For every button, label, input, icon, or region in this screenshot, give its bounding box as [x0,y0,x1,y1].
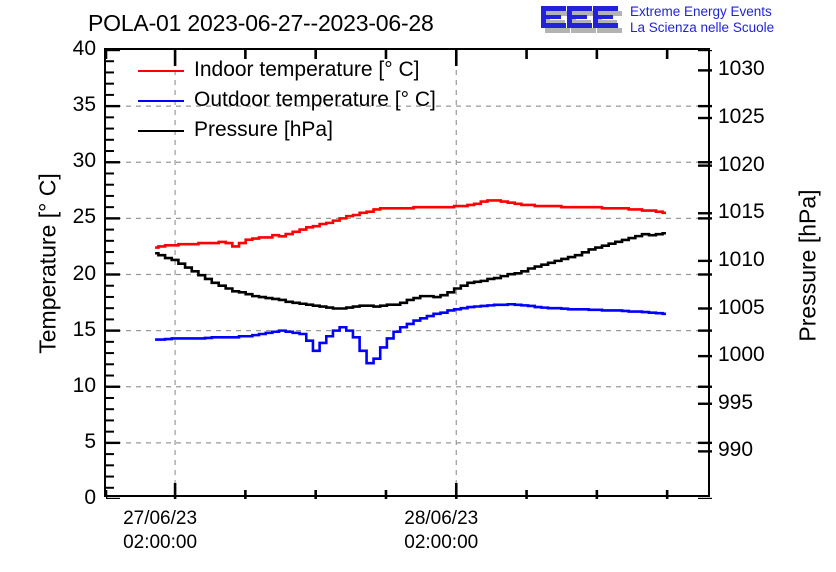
gridlines [106,50,712,499]
eee-logo-line2: La Scienza nelle Scuole [630,19,775,35]
series-line-indoor-temp [155,199,666,249]
legend-item-label: Indoor temperature [° C] [194,58,420,81]
y-axis-tick-label-right: 1015 [718,200,765,224]
x-axis-tick-label: 27/06/23 02:00:00 [123,507,293,555]
series-line-pressure [155,231,666,310]
eee-logo: Extreme Energy Events La Scienza nelle S… [540,3,836,37]
x-axis-tick-time: 02:00:00 [404,532,479,553]
y-axis-tick-label-left: 20 [72,261,96,285]
legend-item-label: Pressure [hPa] [194,118,333,141]
y-axis-tick-label-left: 5 [84,429,96,453]
legend-item[interactable]: Indoor temperature [° C] [138,56,498,86]
y-axis-tick-label-left: 30 [72,149,96,173]
legend-item-label: Outdoor temperature [° C] [194,88,436,111]
y-axis-tick-label-left: 10 [72,373,96,397]
y-axis-tick-label-right: 990 [718,438,754,462]
x-axis-tick-date: 28/06/23 [404,508,479,529]
eee-logo-line1: Extreme Energy Events [630,4,772,19]
data-series-layer [155,199,666,365]
legend: Indoor temperature [° C] Outdoor temperat… [138,56,498,146]
x-axis-tick-label: 28/06/23 02:00:00 [404,507,574,555]
series-line-outdoor-temp [155,302,666,365]
y-axis-tick-label-right: 1005 [718,295,765,319]
y-axis-tick-label-right: 1000 [718,343,765,367]
y-axis-tick-label-right: 995 [718,390,754,414]
y-axis-tick-label-right: 1010 [718,247,765,271]
y-axis-tick-label-left: 15 [72,317,96,341]
y-axis-tick-label-left: 25 [72,205,96,229]
y-axis-tick-label-left: 35 [72,93,96,117]
y-axis-tick-label-right: 1030 [718,57,765,81]
y-axis-tick-label-right: 1020 [718,152,765,176]
y-axis-tick-label-left: 0 [84,486,96,509]
eee-logo-text: Extreme Energy Events La Scienza nelle S… [630,4,774,35]
legend-color-swatch [138,70,184,72]
axis-ticks [106,50,712,499]
eee-logo-mark-icon [541,6,622,33]
legend-color-swatch [138,130,184,132]
chart-title: POLA-01 2023-06-27--2023-06-28 [88,10,434,36]
y-axis-title-right: Pressure [hPa] [794,189,821,342]
y-axis-tick-label-right: 1025 [718,105,765,128]
legend-color-swatch [138,100,184,102]
plot-area [104,48,712,499]
y-axis-tick-label-left: 40 [72,37,96,60]
x-axis-tick-time: 02:00:00 [123,532,198,553]
legend-item[interactable]: Pressure [hPa] [138,116,498,146]
x-axis-tick-date: 27/06/23 [123,508,198,529]
plot-canvas [106,50,712,499]
legend-item[interactable]: Outdoor temperature [° C] [138,86,498,116]
